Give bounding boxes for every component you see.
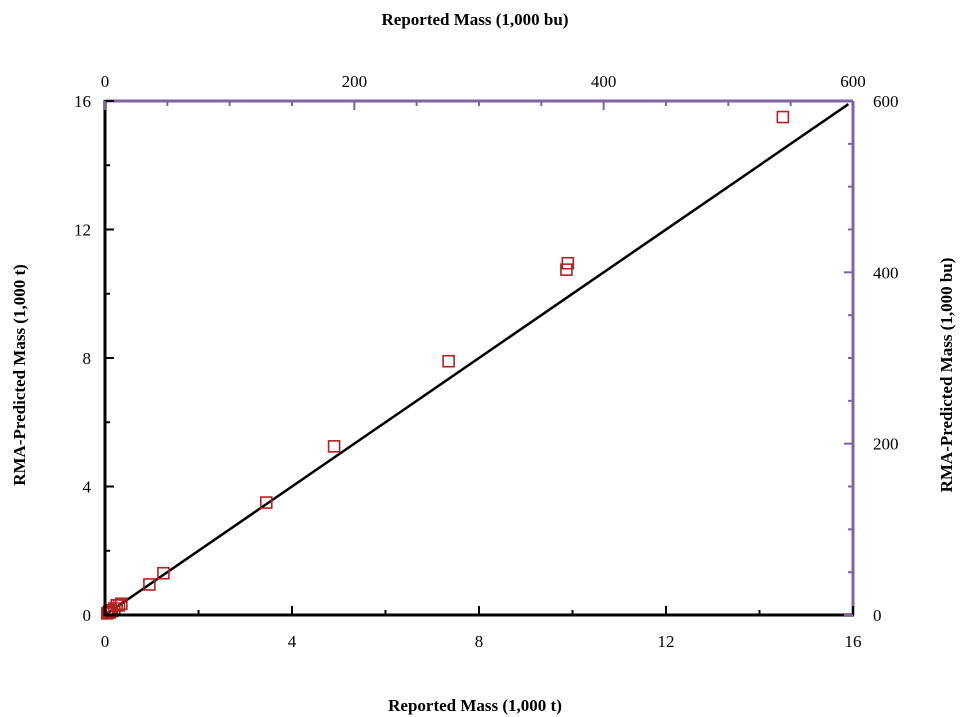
y2-tick-label: 200 (873, 435, 899, 454)
y2-axis-title: RMA-Predicted Mass (1,000 bu) (937, 258, 956, 493)
x2-tick-label: 400 (591, 72, 617, 91)
x2-tick-label: 0 (101, 72, 110, 91)
y2-tick-label: 0 (873, 606, 882, 625)
data-point (776, 110, 790, 124)
x-tick-label: 16 (845, 632, 862, 651)
x-axis-title: Reported Mass (1,000 t) (388, 696, 562, 715)
y-tick-label: 16 (74, 92, 91, 111)
y-axis-title: RMA-Predicted Mass (1,000 t) (10, 264, 29, 486)
data-point (561, 256, 575, 270)
y-tick-label: 8 (83, 349, 92, 368)
data-point (560, 263, 573, 276)
data-point (143, 578, 156, 591)
y-tick-label: 12 (74, 221, 91, 240)
data-point (112, 599, 126, 612)
fit-line (104, 103, 850, 617)
x-tick-label: 12 (658, 632, 675, 651)
data-point (259, 496, 273, 509)
data-point (115, 597, 128, 611)
data-point (442, 354, 455, 368)
y-tick-label: 4 (83, 478, 92, 497)
y2-tick-label: 600 (873, 92, 899, 111)
x2-tick-label: 600 (840, 72, 866, 91)
x-tick-label: 4 (288, 632, 297, 651)
y-tick-label: 0 (83, 606, 92, 625)
x2-tick-label: 200 (342, 72, 368, 91)
y2-tick-label: 400 (873, 263, 899, 282)
data-point (157, 566, 170, 580)
data-point (327, 440, 341, 453)
x-tick-label: 0 (101, 632, 110, 651)
x-tick-label: 8 (475, 632, 484, 651)
x2-axis-title: Reported Mass (1,000 bu) (382, 10, 569, 29)
